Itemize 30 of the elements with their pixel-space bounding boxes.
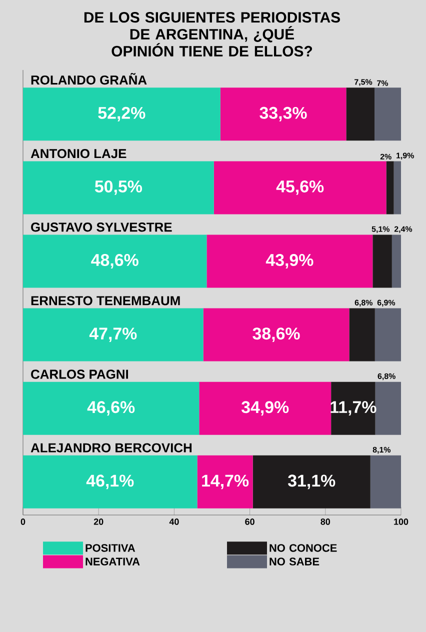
legend-label: NO CONOCE xyxy=(270,544,337,552)
x-tick-label: 80 xyxy=(320,518,330,525)
x-tick-label: 60 xyxy=(245,518,254,525)
legend-label: POSITIVA xyxy=(86,544,136,552)
data-label: 47,7% xyxy=(89,328,137,342)
legend-label: NEGATIVA xyxy=(86,558,140,566)
x-tick-label: 40 xyxy=(169,518,179,525)
x-tick-label: 0 xyxy=(20,518,26,525)
legend-label: NO SABE xyxy=(270,558,320,566)
data-label: 45,6% xyxy=(276,180,324,195)
data-label: 31,1% xyxy=(288,474,336,490)
chart-title: DE LOS SIGUIENTES PERIODISTAS DE ARGENTINA, ¿QUÉ OPINIÓN TIENE DE ELLOS? xyxy=(84,12,340,56)
data-label: 43,9% xyxy=(266,254,314,268)
data-label: 46,1% xyxy=(86,474,134,490)
data-label: 46,6% xyxy=(87,401,135,416)
y-tick-label: ANTONIO LAJE xyxy=(30,148,126,158)
y-tick-label: ROLANDO GRAÑA xyxy=(31,72,147,85)
x-tick-label: 20 xyxy=(94,518,104,525)
data-label: 50,5% xyxy=(94,180,142,195)
data-label: 48,6% xyxy=(91,254,138,268)
data-label: 14,7% xyxy=(202,474,249,490)
y-tick-label: ALEJANDRO BERCOVICH xyxy=(30,443,192,452)
data-label: 34,9% xyxy=(241,401,289,416)
data-label: 52,2% xyxy=(98,106,146,122)
data-label: 33,3% xyxy=(260,106,307,122)
y-tick-label: ERNESTO TENEMBAUM xyxy=(31,296,180,306)
y-tick-label: GUSTAVO SYLVESTRE xyxy=(31,222,172,232)
x-tick-label: 100 xyxy=(394,518,408,525)
data-label: 38,6% xyxy=(252,328,300,342)
y-tick-label: CARLOS PAGNI xyxy=(31,370,128,379)
